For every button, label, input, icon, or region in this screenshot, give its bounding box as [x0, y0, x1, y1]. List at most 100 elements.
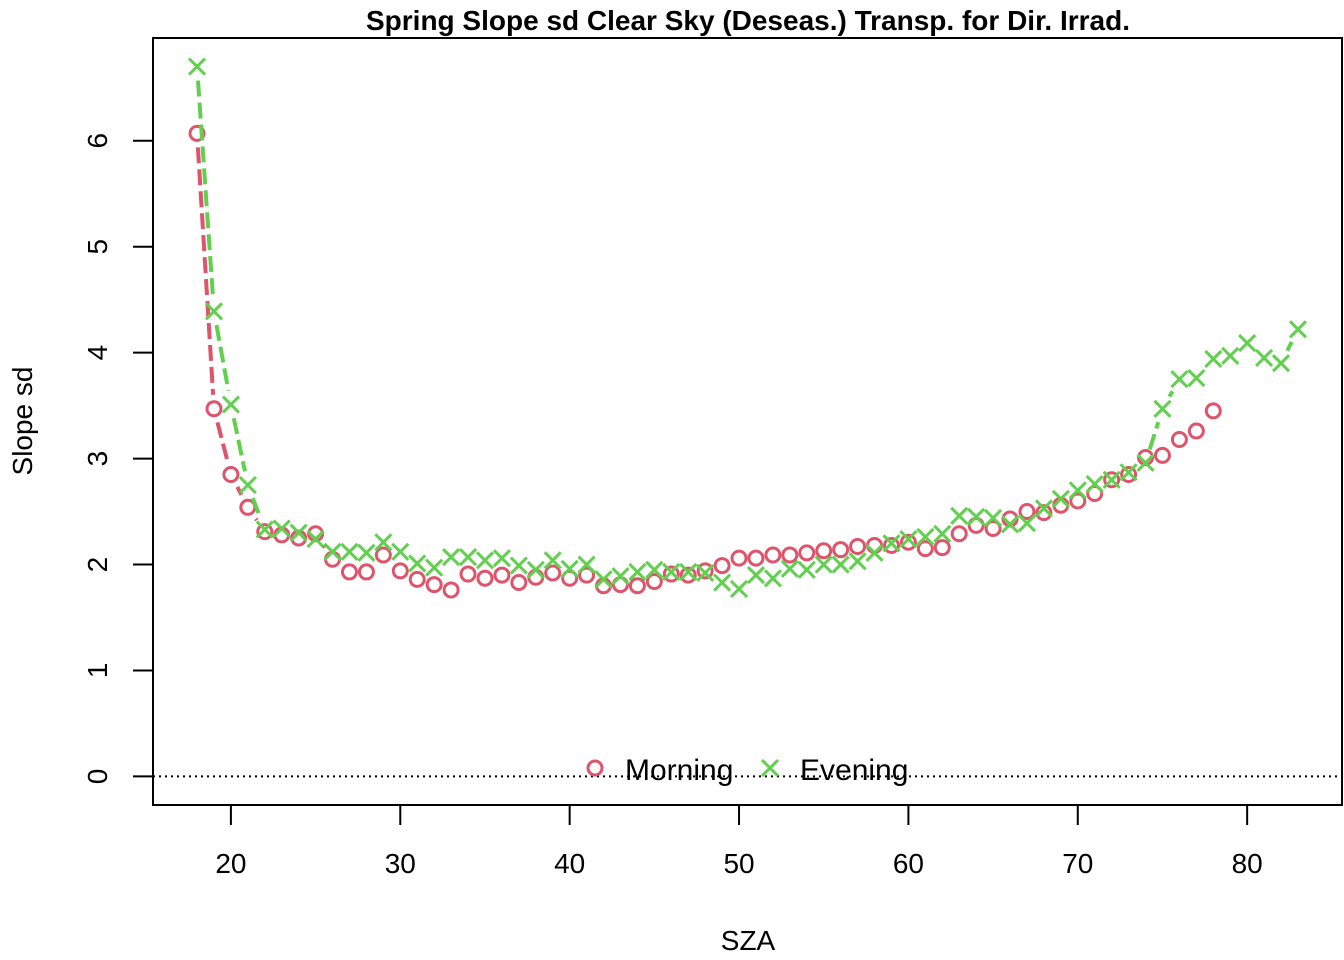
evening-point	[1221, 346, 1240, 365]
y-axis-title: Slope sd	[7, 367, 38, 476]
evening-point	[899, 530, 918, 549]
series-layer	[187, 57, 1308, 599]
morning-point	[357, 563, 375, 581]
evening-point	[1170, 370, 1189, 389]
evening-point	[543, 551, 562, 570]
morning-point	[899, 533, 917, 551]
plot-frame	[152, 37, 1343, 806]
evening-point	[509, 556, 528, 575]
evening-point	[492, 549, 511, 568]
morning-point	[374, 546, 392, 564]
x-axis-title: SZA	[721, 925, 776, 956]
morning-point	[1086, 485, 1104, 503]
morning-point	[747, 549, 765, 567]
evening-line-segment	[196, 80, 216, 298]
morning-point	[578, 566, 596, 584]
evening-point	[442, 548, 461, 567]
evening-line-segment	[1167, 390, 1175, 398]
evening-point	[831, 555, 850, 574]
evening-point	[780, 559, 799, 578]
evening-line-segment	[250, 497, 262, 518]
evening-point	[1288, 320, 1308, 339]
morning-point	[493, 566, 511, 584]
morning-point	[815, 542, 833, 560]
evening-line-segment	[1147, 421, 1161, 451]
evening-point	[933, 524, 952, 543]
evening-point	[882, 534, 901, 553]
legend-evening-marker	[760, 758, 780, 778]
evening-point	[865, 543, 884, 562]
x-tick-label: 80	[1232, 848, 1263, 879]
evening-point	[408, 554, 427, 573]
evening-point	[679, 562, 698, 581]
morning-point	[781, 546, 799, 564]
evening-point	[560, 559, 579, 578]
y-tick-label: 4	[82, 345, 113, 361]
evening-point	[1187, 369, 1206, 388]
x-tick-label: 70	[1062, 848, 1093, 879]
morning-point	[696, 562, 714, 580]
evening-point	[594, 570, 613, 589]
morning-point	[882, 536, 900, 554]
y-tick-label: 5	[82, 239, 113, 255]
morning-line-segment	[215, 421, 230, 462]
evening-point	[272, 519, 291, 538]
morning-point	[730, 549, 748, 567]
morning-point	[1170, 431, 1188, 449]
morning-point	[561, 569, 579, 587]
morning-line-segment	[195, 147, 216, 395]
morning-point	[256, 523, 274, 541]
morning-point	[476, 569, 494, 587]
morning-point	[188, 124, 206, 142]
morning-point	[459, 565, 477, 583]
morning-point	[849, 538, 867, 556]
morning-point	[628, 577, 646, 595]
series-evening	[187, 57, 1308, 598]
morning-point	[645, 572, 663, 590]
evening-point	[238, 476, 257, 495]
morning-point	[425, 576, 443, 594]
evening-point	[696, 563, 715, 583]
morning-point	[764, 546, 782, 564]
evening-point	[1271, 354, 1291, 373]
morning-point	[205, 400, 223, 418]
morning-point	[984, 519, 1002, 537]
evening-point	[1153, 399, 1172, 418]
morning-point	[1103, 471, 1121, 489]
evening-point	[1034, 499, 1053, 518]
evening-point	[814, 555, 833, 574]
morning-point	[933, 539, 951, 557]
evening-line-segment	[214, 324, 231, 392]
evening-point	[1051, 489, 1070, 508]
evening-point	[577, 555, 596, 574]
evening-point	[967, 507, 986, 526]
morning-point	[798, 544, 816, 562]
evening-point	[306, 530, 325, 549]
legend-morning-marker	[586, 759, 604, 777]
evening-point	[289, 523, 308, 542]
evening-point	[1017, 514, 1037, 533]
morning-point	[340, 563, 358, 581]
evening-point	[323, 542, 342, 561]
evening-point	[1068, 481, 1087, 500]
evening-point	[611, 567, 630, 586]
morning-point	[916, 540, 934, 558]
x-tick-label: 60	[893, 848, 924, 879]
x-tick-label: 20	[215, 848, 246, 879]
evening-line-segment	[231, 417, 247, 472]
evening-point	[848, 552, 867, 571]
evening-point	[391, 542, 410, 561]
legend-morning-label: Morning	[625, 754, 733, 787]
legend: Morning Evening	[586, 754, 908, 787]
morning-point	[391, 562, 409, 580]
morning-point	[1069, 492, 1087, 510]
morning-point	[544, 564, 562, 582]
y-tick-label: 1	[82, 663, 113, 679]
evening-point	[797, 560, 816, 579]
evening-point	[340, 542, 359, 561]
evening-point	[458, 548, 478, 567]
morning-line-segment	[254, 517, 259, 522]
morning-point	[713, 557, 731, 575]
